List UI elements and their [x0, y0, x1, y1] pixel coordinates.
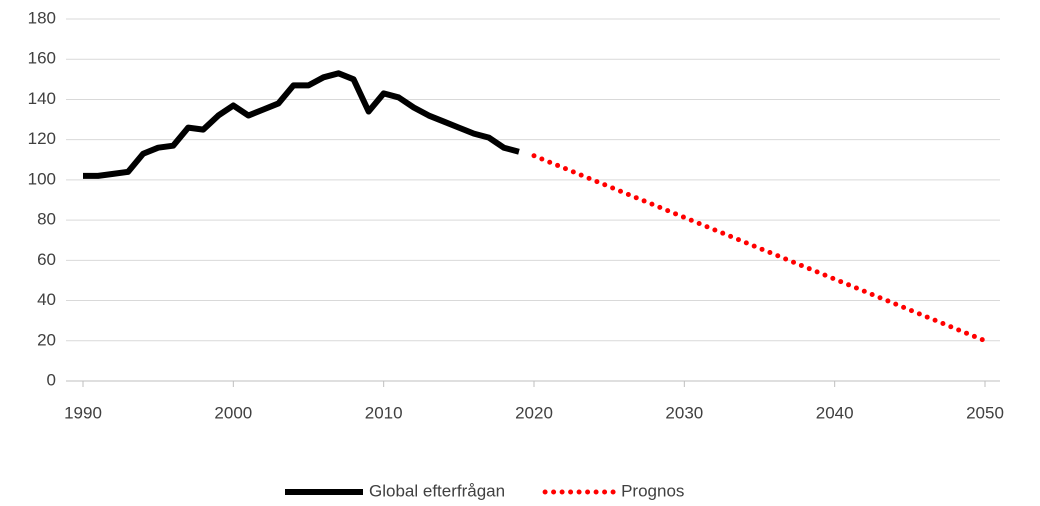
series-line: [83, 70, 520, 179]
y-tick-label: 140: [28, 89, 56, 108]
x-tick-label: 2040: [816, 403, 854, 422]
x-tick-label: 2050: [966, 403, 1004, 422]
series-line: [531, 153, 988, 344]
y-tick-label: 0: [47, 370, 56, 389]
x-tick-label: 2020: [515, 403, 553, 422]
x-tick-label: 2030: [665, 403, 703, 422]
y-tick-label: 80: [37, 210, 56, 229]
x-tick-label: 1990: [64, 403, 102, 422]
x-tick-label: 2000: [214, 403, 252, 422]
y-tick-label: 180: [28, 8, 56, 27]
y-tick-label: 100: [28, 169, 56, 188]
y-tick-label: 160: [28, 49, 56, 68]
x-tick-label: 2010: [365, 403, 403, 422]
y-tick-label: 20: [37, 330, 56, 349]
y-tick-label: 120: [28, 129, 56, 148]
y-tick-label: 40: [37, 290, 56, 309]
legend-label: Prognos: [621, 481, 684, 500]
y-tick-label: 60: [37, 250, 56, 269]
legend-label: Global efterfrågan: [369, 481, 505, 500]
